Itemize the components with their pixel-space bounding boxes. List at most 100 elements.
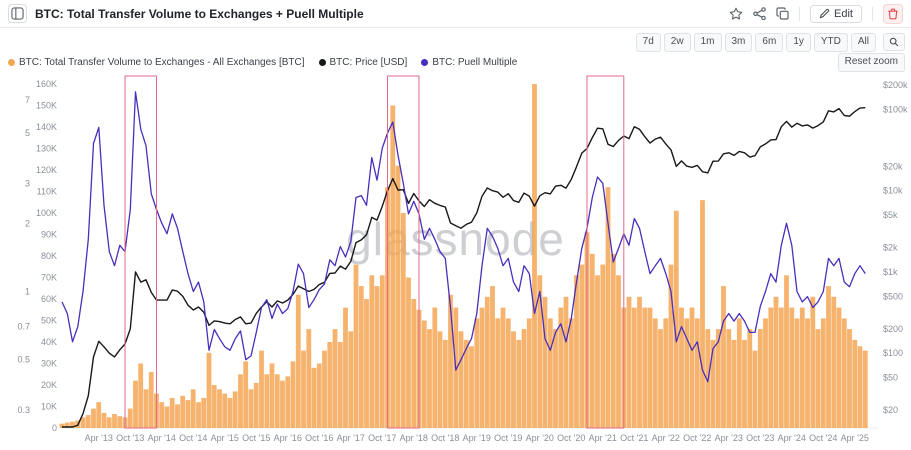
- zoom-area-button[interactable]: [883, 33, 905, 52]
- price-axis-tick-label: $200: [883, 324, 903, 334]
- puell-axis-tick-label: 5: [25, 128, 30, 138]
- volume-axis-tick-label: 110K: [37, 187, 57, 197]
- price-axis-tick-label: $10k: [883, 186, 903, 196]
- header-actions: Edit: [729, 3, 903, 24]
- price-axis-tick-label: $500: [883, 291, 903, 301]
- share-icon: [753, 7, 766, 20]
- price-axis-tick-label: $50: [883, 373, 898, 383]
- magnifier-icon: [889, 38, 899, 47]
- copy-button[interactable]: [776, 7, 789, 20]
- x-axis-tick-label: Apr '22: [652, 433, 680, 443]
- x-axis-tick-label: Oct '15: [242, 433, 270, 443]
- volume-axis-tick-label: 20K: [41, 380, 57, 390]
- x-axis-tick-label: Oct '17: [368, 433, 396, 443]
- x-axis-tick-label: Oct '14: [179, 433, 207, 443]
- series-volume-bars: [59, 84, 868, 429]
- price-axis-tick-label: $100: [883, 348, 903, 358]
- volume-axis-tick-label: 60K: [41, 294, 57, 304]
- price-axis-tick-label: $5k: [883, 210, 898, 220]
- page-title: BTC: Total Transfer Volume to Exchanges …: [35, 6, 364, 21]
- legend-item[interactable]: BTC: Total Transfer Volume to Exchanges …: [8, 57, 305, 68]
- volume-axis-tick-label: 10K: [41, 402, 57, 412]
- copy-icon: [776, 7, 789, 20]
- x-axis-tick-label: Oct '13: [116, 433, 144, 443]
- x-axis-tick-label: Apr '19: [463, 433, 491, 443]
- x-axis-tick-label: Oct '18: [431, 433, 459, 443]
- volume-axis-tick-label: 30K: [41, 359, 57, 369]
- x-axis-tick-label: Apr '14: [148, 433, 176, 443]
- legend-dot: [421, 58, 429, 66]
- highlight-box: [387, 75, 420, 429]
- chart-area: glassnode 7 5 3 2 1 0.7 0.5 0.3 160K 150K 140K 130K…: [0, 72, 911, 450]
- chart-panel-icon[interactable]: [8, 4, 27, 23]
- x-axis-tick-label: Apr '20: [526, 433, 554, 443]
- x-axis-tick-label: Apr '15: [211, 433, 239, 443]
- x-axis-tick-label: Apr '18: [400, 433, 428, 443]
- chart-canvas[interactable]: 7 5 3 2 1 0.7 0.5 0.3 160K 150K 140K 130K 120K 110K 10…: [0, 72, 911, 450]
- volume-axis-tick-label: 100K: [36, 208, 57, 218]
- legend-row: BTC: Total Transfer Volume to Exchanges …: [8, 53, 905, 72]
- range-button-3m[interactable]: 3m: [724, 33, 753, 52]
- range-button-2w[interactable]: 2w: [663, 33, 691, 52]
- pencil-icon: [819, 8, 830, 19]
- volume-axis-tick-label: 140K: [36, 122, 57, 132]
- puell-axis-tick-label: 0.5: [17, 355, 30, 365]
- panel-icon: [11, 7, 24, 20]
- legend-label: BTC: Price [USD]: [329, 56, 408, 68]
- range-button-all[interactable]: All: [850, 33, 876, 52]
- price-axis-tick-label: $20k: [883, 161, 903, 171]
- volume-axis-tick-label: 50K: [41, 316, 57, 326]
- share-button[interactable]: [753, 7, 766, 20]
- header: BTC: Total Transfer Volume to Exchanges …: [0, 0, 911, 28]
- volume-axis-tick-label: 150K: [36, 101, 57, 111]
- volume-axis-tick-label: 0: [52, 423, 57, 433]
- range-button-1y[interactable]: 1y: [786, 33, 811, 52]
- x-axis-tick-label: Oct '21: [620, 433, 648, 443]
- series-puell-line: [61, 91, 866, 383]
- watermark: glassnode: [346, 213, 565, 265]
- x-axis-tick-label: Oct '16: [305, 433, 333, 443]
- x-axis-tick-label: Oct '19: [494, 433, 522, 443]
- edit-button[interactable]: Edit: [810, 4, 862, 23]
- volume-axis-tick-label: 130K: [36, 144, 57, 154]
- puell-axis-tick-label: 0.7: [17, 322, 30, 332]
- range-selector: 7d 2w 1m 3m 6m 1y YTD All: [635, 33, 905, 52]
- x-axis-tick-label: Apr '23: [715, 433, 743, 443]
- volume-axis-tick-label: 40K: [41, 337, 57, 347]
- edit-label: Edit: [834, 7, 853, 20]
- favorite-button[interactable]: [729, 7, 743, 21]
- price-axis-tick-label: $200k: [883, 80, 908, 90]
- x-axis-tick-label: Apr '17: [337, 433, 365, 443]
- volume-axis-tick-label: 90K: [41, 230, 57, 240]
- volume-axis-tick-label: 160K: [36, 79, 57, 89]
- legend: BTC: Total Transfer Volume to Exchanges …: [8, 57, 517, 68]
- highlight-box: [586, 75, 625, 429]
- legend-item[interactable]: BTC: Puell Multiple: [421, 57, 517, 68]
- range-button-7d[interactable]: 7d: [635, 33, 661, 52]
- puell-axis-tick-label: 0.3: [17, 405, 30, 415]
- legend-label: BTC: Puell Multiple: [432, 56, 518, 68]
- header-left: BTC: Total Transfer Volume to Exchanges …: [8, 4, 364, 23]
- star-icon: [729, 7, 743, 20]
- x-axis-tick-label: Apr '25: [841, 433, 869, 443]
- series-price-line: [62, 107, 866, 428]
- x-axis-tick-label: Apr '16: [274, 433, 302, 443]
- trash-icon: [888, 8, 898, 19]
- divider: [872, 6, 873, 21]
- range-button-1m[interactable]: 1m: [693, 33, 722, 52]
- x-axis-tick-label: Oct '23: [746, 433, 774, 443]
- range-button-6m[interactable]: 6m: [755, 33, 784, 52]
- legend-item[interactable]: BTC: Price [USD]: [318, 56, 408, 68]
- x-axis-tick-label: Apr '13: [85, 433, 113, 443]
- legend-dot: [318, 58, 326, 66]
- legend-label: BTC: Total Transfer Volume to Exchanges …: [19, 56, 305, 68]
- x-axis-tick-label: Oct '20: [557, 433, 585, 443]
- puell-axis-tick-label: 3: [25, 178, 30, 188]
- puell-axis-tick-label: 7: [25, 95, 30, 105]
- delete-button[interactable]: [883, 3, 903, 24]
- puell-axis-tick-label: 2: [25, 218, 30, 228]
- range-button-ytd[interactable]: YTD: [813, 33, 848, 52]
- reset-zoom-button[interactable]: Reset zoom: [837, 53, 905, 72]
- volume-axis-tick-label: 80K: [41, 251, 57, 261]
- x-axis-tick-label: Apr '24: [778, 433, 806, 443]
